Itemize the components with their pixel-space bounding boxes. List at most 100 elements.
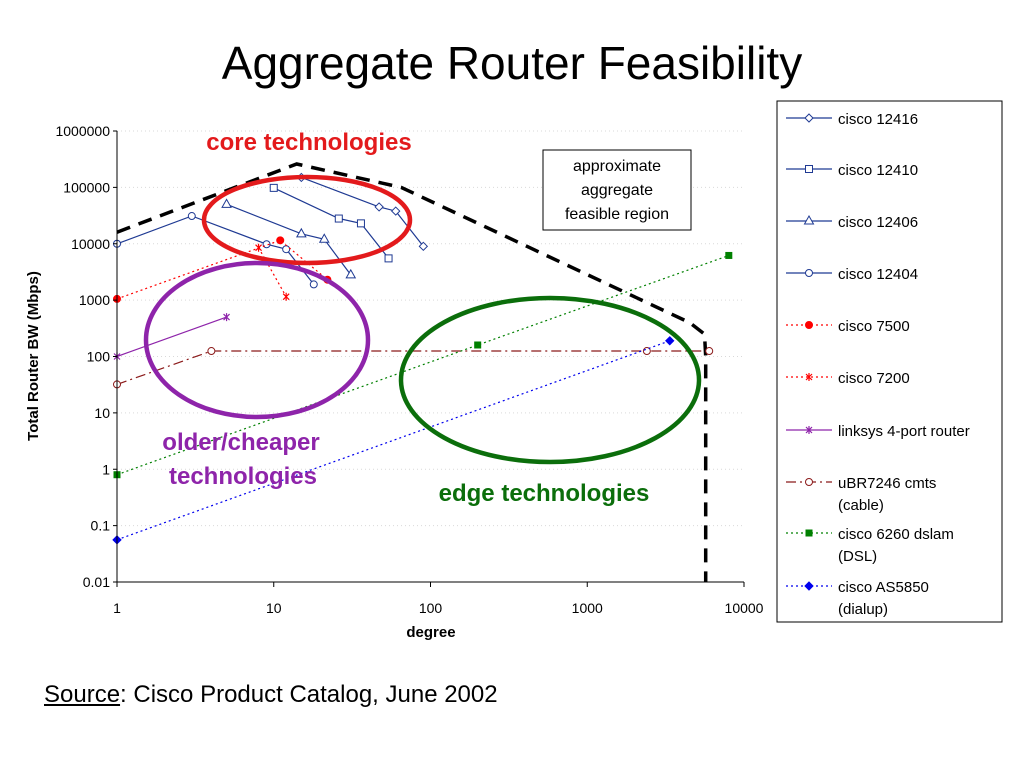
source-line: Source: Cisco Product Catalog, June 2002 (44, 681, 498, 709)
data-point (384, 254, 393, 263)
legend-box (776, 100, 1003, 623)
legend-item: cisco AS5850 (dialup) (786, 579, 929, 618)
legend-item: cisco 12410 (786, 162, 918, 179)
data-point (207, 347, 216, 356)
legend-label: cisco 12404 (838, 266, 918, 283)
data-point (295, 227, 307, 238)
legend-swatch-marker (805, 373, 813, 381)
data-point (318, 233, 330, 243)
legend-swatch-marker (805, 529, 813, 537)
legend-item: cisco 12416 (786, 111, 918, 128)
series-2 (221, 198, 357, 279)
series-line (116, 254, 730, 476)
legend-item: cisco 12404 (786, 266, 918, 283)
series-0 (296, 172, 429, 252)
series-line (116, 316, 227, 358)
data-point (665, 336, 675, 346)
legend-swatch-marker (805, 269, 813, 277)
legend-swatch-marker (805, 165, 813, 173)
legend-label-sub: (dialup) (838, 601, 888, 618)
data-point (269, 183, 278, 192)
legend-item: cisco 7500 (786, 318, 910, 335)
legend-label: cisco 7200 (838, 370, 910, 387)
series-layer (112, 172, 733, 545)
series-line (273, 187, 390, 259)
data-point (725, 251, 733, 259)
legend-label: cisco AS5850 (838, 579, 929, 596)
feasible-region-boundary (116, 162, 708, 582)
axes: 0.01 0.1 1 10 100 1000 10000 100000 1000000 1 10 10… (55, 123, 763, 616)
legend-label: linksys 4-port router (838, 423, 970, 440)
x-tick-label: 10 (266, 600, 282, 616)
data-point (223, 313, 230, 322)
series-3 (113, 212, 318, 289)
feasible-region (116, 162, 708, 582)
legend-label: cisco 12416 (838, 111, 918, 128)
y-tick-label: 100000 (63, 179, 110, 195)
y-tick-label: 100 (87, 349, 111, 365)
feasible-region-box (542, 149, 692, 231)
legend-label: cisco 12406 (838, 214, 918, 231)
legend-item: cisco 6260 dslam (DSL) (786, 526, 954, 565)
data-point (262, 240, 271, 249)
data-point (187, 212, 196, 221)
legend-swatch-marker (804, 113, 814, 123)
y-tick-label: 1000000 (55, 123, 110, 139)
legend-label-sub: (DSL) (838, 548, 877, 565)
x-tick-label: 1 (113, 600, 121, 616)
data-point (391, 206, 401, 216)
y-tick-label: 10 (94, 405, 110, 421)
axis-titles: degree Total Router BW (Mbps) (25, 271, 456, 641)
edge-ellipse (398, 295, 702, 465)
slide-title: Aggregate Router Feasibility (221, 37, 803, 89)
y-tick-label: 0.1 (91, 518, 111, 534)
x-tick-label: 100 (419, 600, 443, 616)
legend-item: cisco 7200 (786, 370, 910, 387)
older-ellipse (143, 260, 371, 420)
legend-item: linksys 4-port router (786, 423, 970, 440)
legend-swatch-marker (803, 214, 815, 225)
edge-label: edge technologies (439, 480, 650, 507)
y-tick-label: 10000 (71, 236, 110, 252)
core-label: core technologies (206, 129, 411, 156)
x-axis-title: degree (406, 624, 455, 641)
data-point (418, 241, 429, 252)
legend-swatch-marker (805, 321, 813, 329)
y-axis-title: Total Router BW (Mbps) (25, 271, 42, 441)
source-label: Source (44, 681, 121, 708)
legend-swatch-marker (804, 581, 814, 591)
data-point (276, 236, 285, 245)
data-point (334, 214, 343, 223)
box-line-3: feasible region (565, 206, 669, 223)
series-line (116, 350, 710, 385)
series-1 (269, 183, 393, 263)
data-point (474, 341, 482, 349)
data-point (345, 268, 357, 279)
box-line-2: aggregate (581, 182, 653, 199)
legend-label: uBR7246 cmts (838, 475, 936, 492)
data-point (255, 243, 262, 252)
data-point (309, 280, 318, 289)
legend-label: cisco 12410 (838, 162, 918, 179)
annotations: approximate aggregate feasible region co… (162, 129, 692, 507)
data-point (282, 245, 291, 254)
older-label-2: technologies (169, 463, 317, 490)
y-tick-label: 0.01 (83, 574, 110, 590)
box-line-1: approximate (573, 158, 661, 175)
series-line (226, 203, 352, 276)
legend-swatch-marker (805, 426, 813, 434)
legend-label: cisco 6260 dslam (838, 526, 954, 543)
y-tick-label: 1 (102, 461, 110, 477)
older-label-1: older/cheaper (162, 429, 319, 456)
series-5 (255, 243, 290, 301)
legend-item: uBR7246 cmts (cable) (786, 475, 936, 514)
data-point (374, 202, 384, 212)
legend-label-sub: (cable) (838, 497, 884, 514)
core-ellipse (201, 174, 413, 266)
x-tick-label: 10000 (725, 600, 764, 616)
series-line (258, 247, 287, 297)
legend-item: cisco 12406 (786, 214, 918, 231)
legend-swatch-marker (805, 478, 813, 486)
series-7 (113, 347, 714, 389)
